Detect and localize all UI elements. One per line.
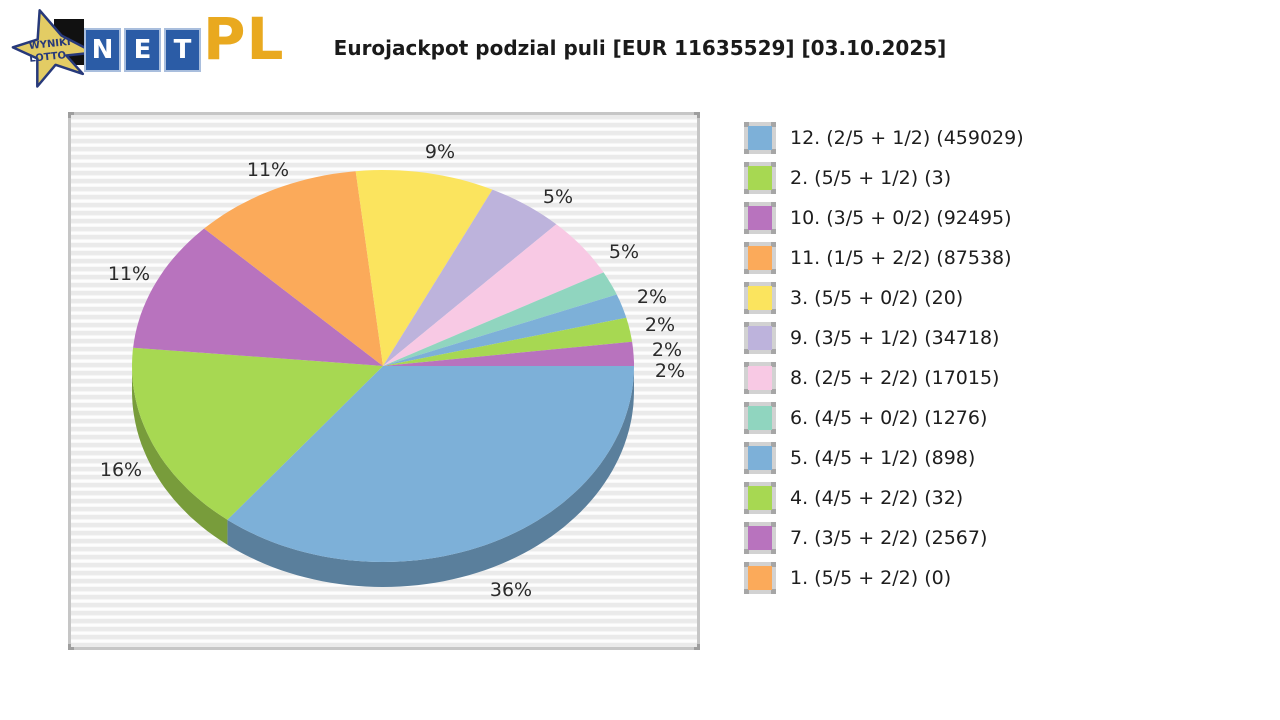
legend-item-10: 10. (3/5 + 0/2) (92495) (744, 198, 1024, 238)
legend-swatch-color (748, 446, 772, 470)
chart-panel: 36% 16% 11% 11% 9% 5% 5% 2% 2% 2% 2% (68, 112, 700, 650)
legend-swatch (744, 562, 776, 594)
legend-label: 10. (3/5 + 0/2) (92495) (790, 207, 1012, 229)
percent-label-4: 2% (652, 339, 682, 361)
legend-swatch-color (748, 166, 772, 190)
legend-swatch (744, 282, 776, 314)
legend-item-12: 12. (2/5 + 1/2) (459029) (744, 118, 1024, 158)
chart-legend: 12. (2/5 + 1/2) (459029) 2. (5/5 + 1/2) … (744, 118, 1024, 598)
legend-swatch (744, 402, 776, 434)
legend-label: 6. (4/5 + 0/2) (1276) (790, 407, 988, 429)
percent-label-2: 16% (100, 459, 142, 481)
legend-item-1: 1. (5/5 + 2/2) (0) (744, 558, 1024, 598)
legend-swatch-color (748, 246, 772, 270)
legend-swatch (744, 482, 776, 514)
legend-item-5: 5. (4/5 + 1/2) (898) (744, 438, 1024, 478)
legend-swatch-color (748, 326, 772, 350)
legend-swatch-color (748, 206, 772, 230)
legend-label: 5. (4/5 + 1/2) (898) (790, 447, 976, 469)
legend-swatch-color (748, 286, 772, 310)
logo-net-tiles: N E T (84, 28, 201, 72)
legend-label: 1. (5/5 + 2/2) (0) (790, 567, 952, 589)
legend-swatch (744, 202, 776, 234)
legend-label: 4. (4/5 + 2/2) (32) (790, 487, 964, 509)
percent-label-5: 2% (645, 314, 675, 336)
site-logo[interactable]: WYNIKI LOTTO N E T PL (0, 0, 300, 100)
percent-label-8: 5% (609, 241, 639, 263)
logo-letter-e: E (124, 28, 161, 72)
pie-slice-2 (132, 347, 383, 520)
pie-slice-10 (133, 228, 383, 366)
legend-label: 3. (5/5 + 0/2) (20) (790, 287, 964, 309)
percent-label-7: 2% (655, 360, 685, 382)
legend-item-4: 4. (4/5 + 2/2) (32) (744, 478, 1024, 518)
star-word-1: WYNIKI (28, 37, 71, 52)
legend-item-6: 6. (4/5 + 0/2) (1276) (744, 398, 1024, 438)
pie-chart: 36%16%11%11%9%5%5%2%2%2%2% (100, 141, 685, 601)
legend-item-11: 11. (1/5 + 2/2) (87538) (744, 238, 1024, 278)
legend-swatch (744, 122, 776, 154)
legend-label: 9. (3/5 + 1/2) (34718) (790, 327, 1000, 349)
legend-swatch (744, 522, 776, 554)
lotto-star-icon: WYNIKI LOTTO (11, 9, 96, 88)
legend-swatch-color (748, 406, 772, 430)
pie-slice-5 (383, 294, 627, 366)
legend-label: 12. (2/5 + 1/2) (459029) (790, 127, 1024, 149)
logo-letter-n: N (84, 28, 121, 72)
legend-item-7: 7. (3/5 + 2/2) (2567) (744, 518, 1024, 558)
legend-swatch-color (748, 486, 772, 510)
percent-label-11: 11% (247, 159, 289, 181)
legend-swatch (744, 362, 776, 394)
pie-depth-12 (227, 366, 634, 587)
legend-item-8: 8. (2/5 + 2/2) (17015) (744, 358, 1024, 398)
legend-label: 2. (5/5 + 1/2) (3) (790, 167, 952, 189)
legend-label: 8. (2/5 + 2/2) (17015) (790, 367, 1000, 389)
legend-swatch (744, 322, 776, 354)
pie-slice-4 (383, 317, 633, 366)
legend-swatch (744, 442, 776, 474)
legend-label: 11. (1/5 + 2/2) (87538) (790, 247, 1012, 269)
chart-title: Eurojackpot podzial puli [EUR 11635529] … (333, 36, 947, 60)
star-word-2: LOTTO (29, 50, 67, 65)
pie-slice-3 (355, 170, 493, 366)
percent-label-9: 5% (543, 186, 573, 208)
pie-slice-12 (227, 366, 634, 562)
legend-swatch-color (748, 126, 772, 150)
legend-swatch (744, 242, 776, 274)
legend-item-2: 2. (5/5 + 1/2) (3) (744, 158, 1024, 198)
logo-pl-text: PL (203, 5, 285, 73)
pie-slice-7 (383, 341, 634, 366)
legend-item-3: 3. (5/5 + 0/2) (20) (744, 278, 1024, 318)
legend-swatch-color (748, 566, 772, 590)
pie-slice-8 (383, 224, 604, 366)
percent-label-12: 36% (490, 579, 532, 601)
logo-letter-t: T (164, 28, 201, 72)
legend-label: 7. (3/5 + 2/2) (2567) (790, 527, 988, 549)
legend-item-9: 9. (3/5 + 1/2) (34718) (744, 318, 1024, 358)
percent-label-6: 2% (637, 286, 667, 308)
pie-slice-6 (383, 272, 617, 366)
percent-label-10: 11% (108, 263, 150, 285)
pie-depth-2 (132, 366, 228, 545)
percent-label-3: 9% (425, 141, 455, 163)
pie-slice-9 (383, 189, 557, 366)
legend-swatch (744, 162, 776, 194)
legend-swatch-color (748, 526, 772, 550)
legend-swatch-color (748, 366, 772, 390)
pie-slice-11 (204, 171, 383, 366)
